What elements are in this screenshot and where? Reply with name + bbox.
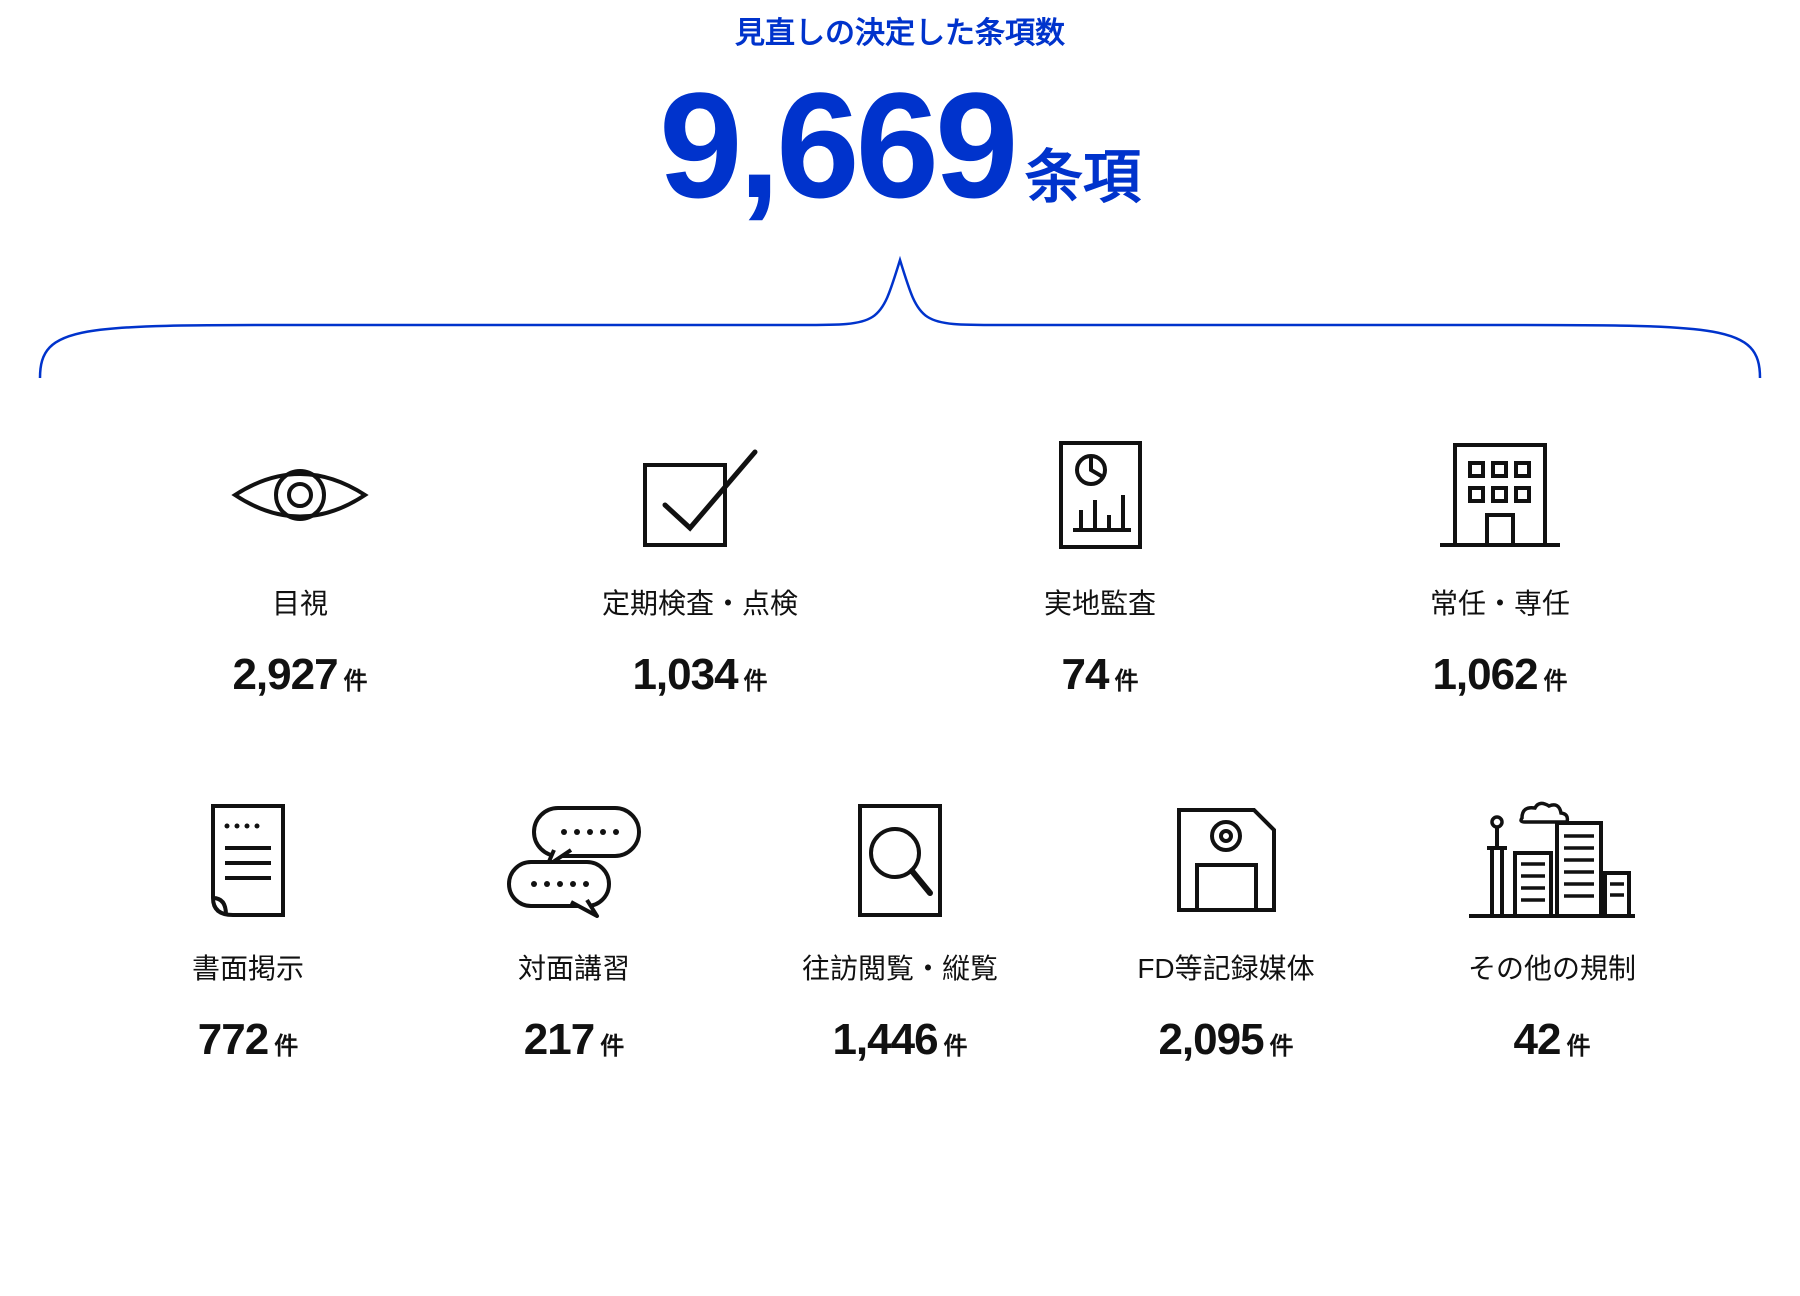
item-value-row: 1,446 件 — [832, 1015, 967, 1065]
item-unit: 件 — [944, 1026, 968, 1061]
item-unit: 件 — [744, 661, 768, 696]
total-row: 9,669 条項 — [0, 70, 1800, 220]
item-value-row: 74 件 — [1062, 650, 1139, 700]
item-document: 書面掲示 772 件 — [133, 795, 363, 1065]
item-facetoface: 対面講習 217 件 — [459, 795, 689, 1065]
item-unit: 件 — [600, 1026, 624, 1061]
item-onsite: 実地監査 74 件 — [985, 430, 1215, 700]
item-value-row: 217 件 — [524, 1015, 624, 1065]
floppy-icon — [1169, 795, 1284, 925]
item-visual: 目視 2,927 件 — [185, 430, 415, 700]
infographic-card: 見直しの決定した条項数 9,669 条項 目視 2,927 件 — [0, 0, 1800, 1296]
magnify-icon — [850, 795, 950, 925]
item-value: 772 — [198, 1015, 268, 1065]
item-label: 往訪閲覧・縦覧 — [802, 947, 998, 987]
item-value: 2,095 — [1158, 1015, 1263, 1065]
item-value-row: 2,927 件 — [232, 650, 367, 700]
item-value: 1,062 — [1432, 650, 1537, 700]
item-periodic: 定期検査・点検 1,034 件 — [585, 430, 815, 700]
item-label: 対面講習 — [518, 947, 630, 987]
item-value: 74 — [1062, 650, 1109, 700]
item-unit: 件 — [344, 661, 368, 696]
checkbox-icon — [635, 430, 765, 560]
item-label: その他の規制 — [1468, 947, 1636, 987]
item-unit: 件 — [1270, 1026, 1294, 1061]
total-unit: 条項 — [1025, 130, 1141, 214]
item-label: 目視 — [272, 582, 328, 622]
item-unit: 件 — [1544, 661, 1568, 696]
report-icon — [1053, 430, 1148, 560]
item-value-row: 2,095 件 — [1158, 1015, 1293, 1065]
item-unit: 件 — [1566, 1026, 1590, 1061]
eye-icon — [225, 430, 375, 560]
item-label: 書面掲示 — [192, 947, 304, 987]
item-fulltime: 常任・専任 1,062 件 — [1385, 430, 1615, 700]
item-fd: FD等記録媒体 2,095 件 — [1111, 795, 1341, 1065]
item-value-row: 772 件 — [198, 1015, 298, 1065]
item-label: 定期検査・点検 — [602, 582, 798, 622]
item-label: FD等記録媒体 — [1137, 947, 1314, 987]
item-value-row: 1,062 件 — [1432, 650, 1567, 700]
items-row-bottom: 書面掲示 772 件 — [0, 795, 1800, 1065]
item-unit: 件 — [274, 1026, 298, 1061]
item-value: 2,927 — [232, 650, 337, 700]
brace-connector — [0, 230, 1800, 380]
item-visit: 往訪閲覧・縦覧 1,446 件 — [785, 795, 1015, 1065]
doc-icon — [198, 795, 298, 925]
total-value: 9,669 — [659, 70, 1014, 220]
chat-icon — [499, 795, 649, 925]
item-value: 42 — [1514, 1015, 1561, 1065]
item-value: 1,446 — [832, 1015, 937, 1065]
items-row-top: 目視 2,927 件 定期検査・点検 1,034 件 — [0, 430, 1800, 700]
item-label: 常任・専任 — [1430, 582, 1570, 622]
item-value: 1,034 — [632, 650, 737, 700]
city-icon — [1467, 795, 1637, 925]
item-value-row: 42 件 — [1514, 1015, 1591, 1065]
item-value-row: 1,034 件 — [632, 650, 767, 700]
item-value: 217 — [524, 1015, 594, 1065]
building-icon — [1435, 430, 1565, 560]
header-title: 見直しの決定した条項数 — [0, 8, 1800, 52]
item-other: その他の規制 42 件 — [1437, 795, 1667, 1065]
item-unit: 件 — [1114, 661, 1138, 696]
item-label: 実地監査 — [1044, 582, 1156, 622]
